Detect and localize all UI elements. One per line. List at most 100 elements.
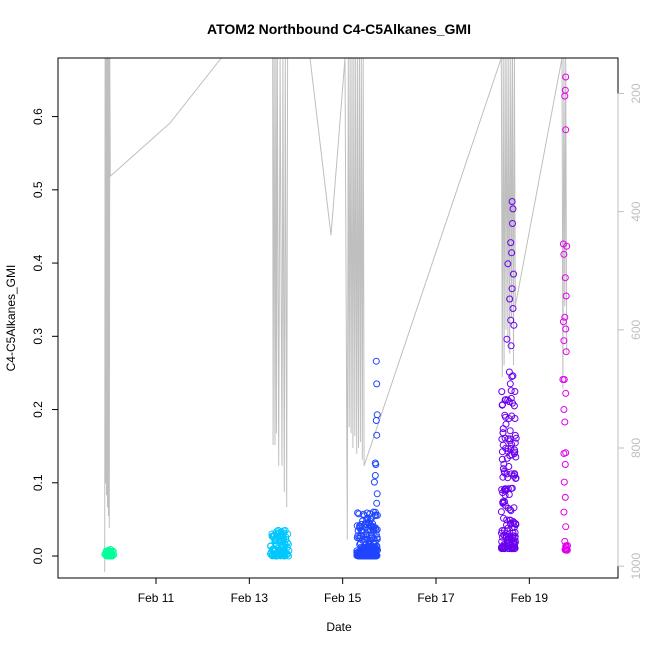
data-point	[353, 549, 361, 557]
data-point	[560, 250, 568, 258]
data-point	[371, 472, 379, 479]
y2-tick-label: 200	[629, 83, 643, 103]
data-point	[498, 388, 506, 396]
y-axis: 0.0 0.1 0.2 0.3 0.4 0.5 0.6	[31, 108, 59, 564]
data-point	[561, 493, 569, 501]
data-point	[511, 533, 519, 541]
data-point	[274, 526, 282, 534]
data-point	[370, 478, 378, 486]
data-point	[510, 402, 518, 410]
data-point	[363, 509, 371, 517]
data-point	[499, 429, 507, 437]
data-point	[562, 389, 570, 397]
series-5-points	[559, 73, 571, 554]
data-point	[267, 542, 275, 550]
data-point	[373, 490, 381, 498]
data-point	[107, 552, 115, 560]
data-point	[500, 514, 507, 522]
data-point	[507, 444, 515, 452]
x-axis: Feb 11 Feb 13 Feb 15 Feb 17 Feb 19	[138, 577, 549, 605]
data-point	[562, 126, 570, 134]
x-tick-label: Feb 19	[511, 591, 549, 605]
y-tick-label: 0.5	[31, 181, 45, 198]
data-point	[507, 342, 515, 350]
data-point	[506, 452, 514, 459]
data-point	[508, 198, 516, 205]
data-point	[509, 372, 517, 380]
data-point	[560, 478, 568, 486]
data-point	[561, 274, 569, 282]
data-point	[499, 498, 507, 506]
data-point	[504, 260, 512, 268]
data-point	[507, 239, 515, 247]
data-point	[559, 318, 567, 326]
data-point	[562, 523, 570, 531]
data-point	[497, 508, 505, 516]
data-point	[360, 552, 368, 560]
data-point	[272, 534, 280, 542]
data-point	[511, 388, 519, 395]
x-tick-label: Feb 13	[231, 591, 269, 605]
data-point	[505, 491, 513, 498]
y2-tick-label: 400	[629, 201, 643, 221]
data-point	[498, 455, 506, 463]
data-point	[509, 305, 517, 312]
data-point	[561, 546, 569, 554]
data-point	[498, 486, 506, 494]
data-point	[372, 531, 380, 538]
data-point	[561, 418, 569, 426]
data-point	[510, 450, 518, 458]
data-point	[559, 376, 567, 383]
data-point	[277, 552, 285, 560]
data-point	[506, 516, 514, 524]
data-point	[499, 441, 507, 449]
data-point	[501, 411, 509, 419]
data-point	[371, 511, 379, 519]
pressure-trace-layer	[104, 57, 568, 573]
data-point	[285, 552, 292, 560]
data-point	[560, 337, 568, 345]
data-point	[373, 552, 381, 560]
x-tick-label: Feb 17	[417, 591, 455, 605]
x-axis-label: Date	[326, 620, 352, 634]
data-point	[561, 313, 569, 321]
data-point	[357, 520, 365, 528]
data-point	[504, 527, 511, 535]
data-point	[512, 474, 520, 482]
data-point	[498, 545, 506, 552]
data-point	[507, 387, 515, 395]
data-point	[373, 499, 381, 507]
y-tick-label: 0.4	[31, 254, 45, 271]
data-point	[562, 325, 570, 333]
data-point	[359, 517, 367, 525]
data-point	[508, 545, 516, 553]
data-point	[367, 526, 374, 534]
data-point	[504, 435, 512, 443]
data-point	[281, 540, 289, 548]
data-point	[373, 380, 381, 388]
data-point	[372, 461, 380, 468]
data-point	[508, 249, 516, 257]
data-point	[356, 524, 364, 532]
data-point	[270, 552, 278, 560]
data-point	[504, 485, 512, 493]
data-point	[503, 335, 511, 343]
x-tick-label: Feb 15	[324, 591, 362, 605]
data-point	[510, 504, 518, 512]
data-point	[510, 270, 517, 278]
y-tick-label: 0.0	[31, 547, 45, 564]
data-point	[282, 533, 290, 541]
data-point	[506, 380, 514, 388]
series-4-points	[497, 198, 520, 553]
data-point	[507, 316, 515, 324]
data-point	[373, 535, 381, 543]
x-tick-label: Feb 11	[138, 591, 175, 605]
data-point	[509, 205, 517, 213]
data-point	[505, 368, 513, 376]
y2-tick-label: 1000	[629, 553, 643, 580]
y2-axis: 200 400 600 800 1000	[617, 83, 643, 580]
data-point	[511, 471, 519, 479]
data-point	[373, 431, 381, 439]
